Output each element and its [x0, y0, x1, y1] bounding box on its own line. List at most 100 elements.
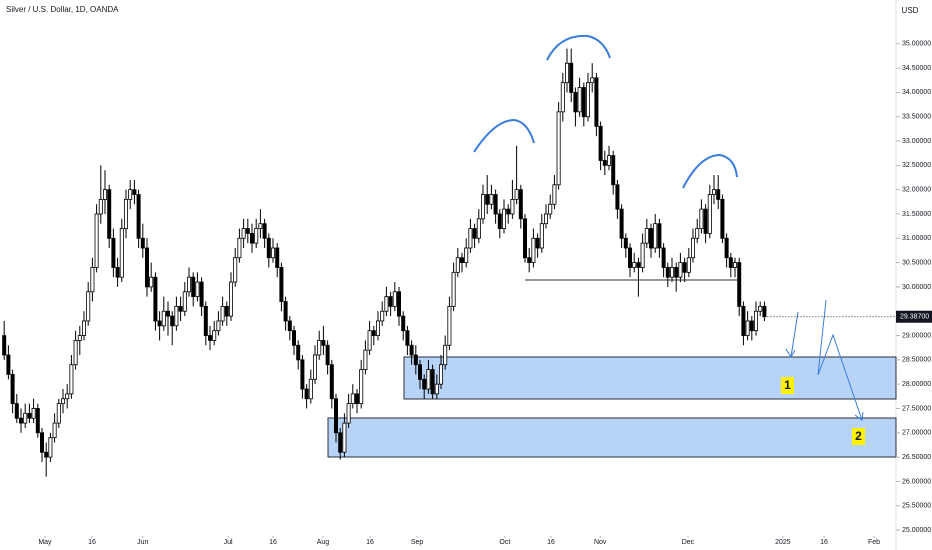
candle-body	[682, 262, 687, 273]
candle-body	[266, 237, 271, 259]
candle-body	[657, 223, 662, 249]
candle-body	[325, 344, 330, 366]
candle-body	[182, 291, 187, 312]
candle-body	[552, 184, 557, 205]
candle-body	[430, 369, 435, 395]
candle-body	[598, 126, 603, 161]
candle-body	[455, 257, 460, 273]
candle-body	[405, 330, 410, 346]
candle-body	[699, 208, 704, 229]
candle-body	[607, 155, 612, 166]
candle-body	[187, 276, 192, 293]
candle-body	[539, 223, 544, 249]
candle-body	[258, 223, 263, 229]
candle-body	[19, 417, 24, 424]
candle-body	[73, 340, 78, 366]
arrow-1	[785, 311, 799, 358]
candle-body	[565, 62, 570, 84]
candle-body	[380, 310, 385, 322]
y-tick-label: 26.50000	[902, 454, 931, 461]
x-tick-label: 16	[820, 539, 828, 546]
candle-body	[556, 111, 561, 186]
candle-body	[720, 198, 725, 239]
candle-body	[40, 432, 45, 453]
candle-body	[678, 262, 683, 278]
candle-body	[220, 305, 225, 322]
chart-title: Silver / U.S. Dollar, 1D, OANDA	[6, 5, 119, 14]
candle-body	[149, 276, 154, 288]
candle-body	[6, 354, 11, 375]
y-tick-label: 28.50000	[902, 357, 931, 364]
x-tick-label: 16	[88, 539, 96, 546]
candle-body	[401, 315, 406, 332]
candle-body	[191, 276, 196, 298]
y-tick-label: 30.50000	[902, 259, 931, 266]
candle-body	[283, 301, 288, 322]
candle-body	[329, 364, 334, 400]
candle-body	[69, 364, 74, 395]
candle-body	[355, 393, 360, 405]
candle-body	[334, 398, 339, 434]
zone-1	[403, 356, 897, 400]
candle-body	[103, 189, 108, 200]
candle-body	[203, 305, 208, 336]
candle-body	[115, 267, 120, 278]
candle-body	[216, 320, 221, 332]
y-tick-label: 27.00000	[902, 430, 931, 437]
annotation: 1	[784, 378, 791, 392]
candle-body	[586, 82, 591, 118]
candle-body	[602, 160, 607, 166]
candle-body	[611, 155, 616, 186]
candle-body	[523, 218, 528, 259]
candle-body	[560, 82, 565, 113]
drawings	[473, 34, 864, 421]
candle-body	[61, 398, 66, 405]
candle-body	[65, 393, 70, 400]
candle-body	[77, 335, 82, 341]
y-tick-label: 34.50000	[902, 65, 931, 72]
candle-body	[737, 262, 742, 307]
candle-body	[279, 267, 284, 302]
x-tick-label: 2025	[775, 539, 791, 546]
candle-body	[464, 247, 469, 263]
candle-body	[460, 257, 465, 263]
candle-body	[178, 305, 183, 312]
candle-body	[674, 267, 679, 278]
candle-body	[510, 198, 515, 215]
candle-body	[514, 189, 519, 200]
candle-body	[590, 77, 595, 84]
candle-body	[661, 247, 666, 268]
candle-body	[174, 305, 179, 327]
candle-body	[476, 218, 481, 239]
candle-body	[712, 189, 717, 195]
candle-body	[384, 296, 389, 312]
y-tick-label: 25.50000	[902, 503, 931, 510]
candle-body	[502, 208, 507, 229]
candle-body	[724, 237, 729, 259]
candle-body	[157, 320, 162, 327]
candle-body	[313, 354, 318, 380]
zones	[327, 356, 897, 458]
candle-body	[94, 213, 99, 268]
candle-body	[485, 194, 490, 205]
x-tick-label: 16	[366, 539, 374, 546]
candle-body	[619, 208, 624, 239]
label-box-2	[852, 428, 865, 445]
candles	[2, 48, 767, 477]
candle-body	[392, 291, 397, 307]
arrow-2	[817, 299, 864, 421]
y-tick-label: 35.00000	[902, 41, 931, 48]
candle-body	[531, 237, 536, 263]
y-tick-label: 30.00000	[902, 284, 931, 291]
candle-body	[472, 228, 477, 239]
candle-body	[161, 310, 166, 327]
candle-body	[506, 208, 511, 215]
candle-body	[544, 213, 549, 225]
candle-body	[548, 203, 553, 215]
candle-body	[623, 237, 628, 249]
candle-body	[300, 359, 305, 390]
right-shoulder-arc	[682, 153, 738, 189]
candle-body	[426, 369, 431, 390]
